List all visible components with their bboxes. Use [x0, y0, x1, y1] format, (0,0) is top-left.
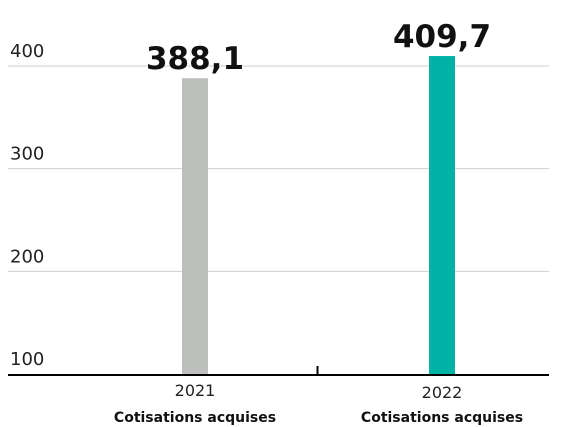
- y-axis-ticks: 100 200 300 400: [10, 41, 44, 370]
- x-axis: [8, 366, 549, 376]
- category-sublabel-2022: Cotisations acquises: [361, 410, 523, 426]
- value-label-2021: 388,1: [146, 41, 244, 77]
- value-labels: 388,1 409,7: [146, 19, 491, 77]
- category-label-2022: 2022: [422, 383, 463, 402]
- category-label-2021: 2021: [175, 381, 216, 400]
- value-label-2022: 409,7: [393, 19, 491, 55]
- y-tick-label-200: 200: [10, 246, 44, 267]
- bar-2021: [182, 78, 208, 374]
- category-sublabel-2021: Cotisations acquises: [114, 410, 276, 426]
- y-tick-label-400: 400: [10, 41, 44, 62]
- y-tick-label-100: 100: [10, 349, 44, 370]
- bars: [182, 56, 455, 375]
- y-tick-label-300: 300: [10, 144, 44, 165]
- gridlines: [8, 65, 549, 272]
- bar-2022: [429, 56, 455, 375]
- x-axis-labels: 2021 Cotisations acquises 2022 Cotisations …: [114, 381, 523, 426]
